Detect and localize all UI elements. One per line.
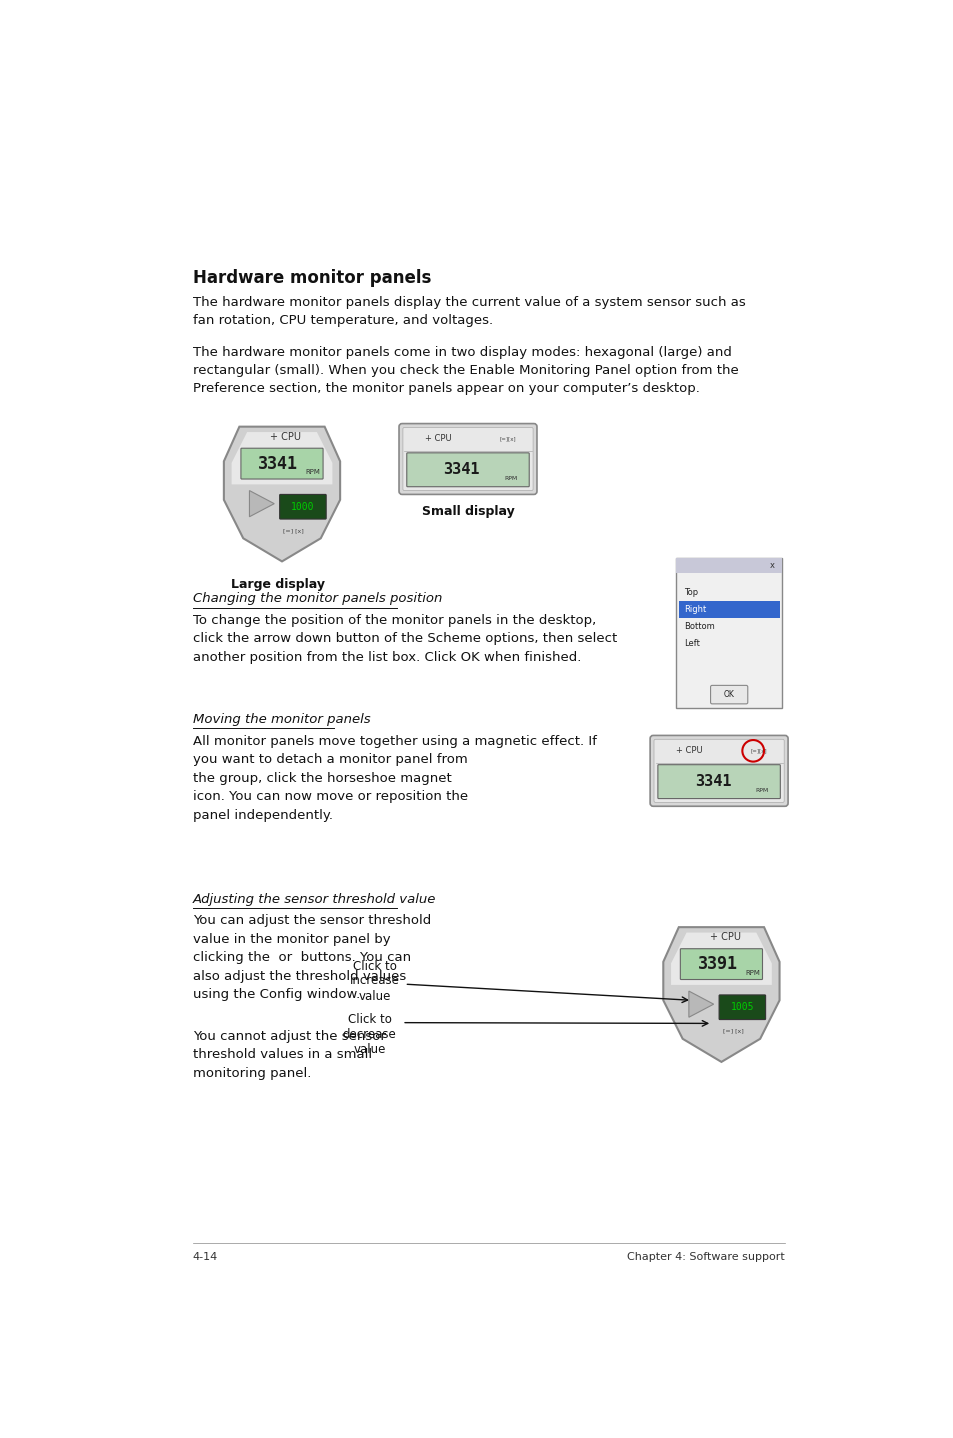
Polygon shape xyxy=(662,928,779,1061)
Polygon shape xyxy=(670,933,771,985)
Polygon shape xyxy=(249,490,274,516)
Text: 3341: 3341 xyxy=(443,462,479,477)
Text: Large display: Large display xyxy=(231,578,325,591)
Text: You cannot adjust the sensor
threshold values in a small
monitoring panel.: You cannot adjust the sensor threshold v… xyxy=(193,1030,385,1080)
Text: 3391: 3391 xyxy=(697,955,737,974)
Text: 4-14: 4-14 xyxy=(193,1251,218,1261)
Text: [=][x]: [=][x] xyxy=(750,748,766,754)
Text: + CPU: + CPU xyxy=(425,434,452,443)
Polygon shape xyxy=(224,427,340,561)
Text: Moving the monitor panels: Moving the monitor panels xyxy=(193,713,370,726)
FancyBboxPatch shape xyxy=(279,495,326,519)
FancyBboxPatch shape xyxy=(406,453,529,486)
Text: [=] [x]: [=] [x] xyxy=(283,528,304,533)
Text: All monitor panels move together using a magnetic effect. If
you want to detach : All monitor panels move together using a… xyxy=(193,735,597,821)
Text: To change the position of the monitor panels in the desktop,
click the arrow dow: To change the position of the monitor pa… xyxy=(193,614,617,664)
Text: + CPU: + CPU xyxy=(676,746,702,755)
Text: + CPU: + CPU xyxy=(709,932,740,942)
FancyBboxPatch shape xyxy=(710,686,747,703)
Text: RPM: RPM xyxy=(744,969,760,975)
Text: Bottom: Bottom xyxy=(683,621,714,631)
FancyBboxPatch shape xyxy=(658,765,780,798)
Polygon shape xyxy=(688,991,713,1017)
FancyBboxPatch shape xyxy=(649,735,787,807)
FancyBboxPatch shape xyxy=(402,427,533,490)
Text: Hardware monitor panels: Hardware monitor panels xyxy=(193,269,431,286)
Text: [=][x]: [=][x] xyxy=(499,437,516,441)
Bar xyxy=(676,558,781,572)
Text: You can adjust the sensor threshold
value in the monitor panel by
clicking the  : You can adjust the sensor threshold valu… xyxy=(193,915,431,1001)
Text: + CPU: + CPU xyxy=(270,431,301,441)
Text: 3341: 3341 xyxy=(694,774,730,789)
Text: OK: OK xyxy=(723,690,734,699)
Text: Chapter 4: Software support: Chapter 4: Software support xyxy=(626,1251,784,1261)
Text: Click to
increase
value: Click to increase value xyxy=(350,959,399,1002)
Text: Small display: Small display xyxy=(421,505,514,518)
Text: The hardware monitor panels display the current value of a system sensor such as: The hardware monitor panels display the … xyxy=(193,296,745,326)
Text: x: x xyxy=(768,561,774,569)
FancyBboxPatch shape xyxy=(241,449,323,479)
Bar xyxy=(679,601,779,617)
Text: RPM: RPM xyxy=(755,788,767,792)
Text: Click to
decrease
value: Click to decrease value xyxy=(342,1014,396,1057)
Text: The hardware monitor panels come in two display modes: hexagonal (large) and
rec: The hardware monitor panels come in two … xyxy=(193,345,738,395)
Text: 1005: 1005 xyxy=(730,1002,753,1012)
Text: RPM: RPM xyxy=(503,476,517,480)
FancyBboxPatch shape xyxy=(719,995,765,1020)
Text: [=] [x]: [=] [x] xyxy=(722,1028,742,1034)
Text: Top: Top xyxy=(683,588,698,597)
Text: 3341: 3341 xyxy=(258,454,297,473)
FancyBboxPatch shape xyxy=(676,558,781,707)
Text: RPM: RPM xyxy=(305,469,320,475)
FancyBboxPatch shape xyxy=(679,949,761,979)
Polygon shape xyxy=(232,431,332,485)
Text: Right: Right xyxy=(683,604,706,614)
Text: Changing the monitor panels position: Changing the monitor panels position xyxy=(193,592,442,605)
FancyBboxPatch shape xyxy=(398,424,537,495)
Text: 1000: 1000 xyxy=(291,502,314,512)
Text: Left: Left xyxy=(683,638,700,647)
FancyBboxPatch shape xyxy=(654,739,783,802)
Text: Adjusting the sensor threshold value: Adjusting the sensor threshold value xyxy=(193,893,436,906)
